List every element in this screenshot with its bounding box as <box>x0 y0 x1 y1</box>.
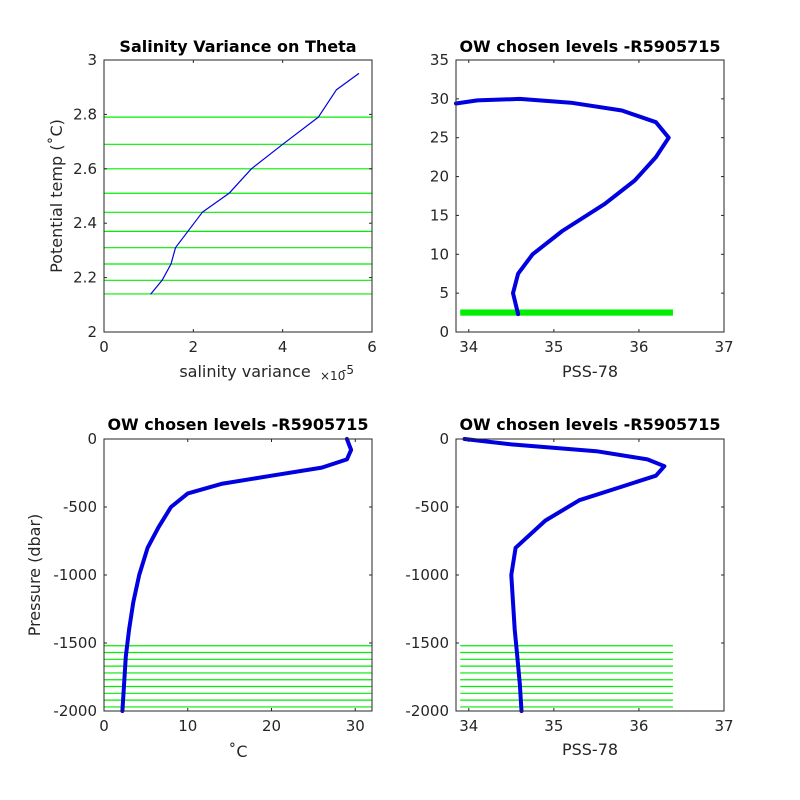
plot-frame <box>103 59 373 333</box>
x-tick-label: 37 <box>714 338 733 356</box>
x-tick-label: 20 <box>262 717 281 735</box>
y-tick-label: 2.8 <box>73 105 97 123</box>
chosen-level-band <box>460 309 673 316</box>
y-tick-label: 2.6 <box>73 160 97 178</box>
y-tick-label: -500 <box>415 498 449 516</box>
chosen-levels <box>460 309 673 316</box>
x-axis-exponent: -5 <box>342 363 354 377</box>
x-tick-label: 2 <box>189 338 199 356</box>
chosen-levels <box>104 116 372 295</box>
y-tick-label: 3 <box>87 51 97 69</box>
x-tick-label: 4 <box>278 338 288 356</box>
panel-salinity-pressure: OW chosen levels -R5905715 34 35 36 37 -2000… <box>405 415 733 759</box>
x-tick-label: 0 <box>99 717 109 735</box>
plot-frame <box>455 438 725 712</box>
data-series <box>150 72 360 295</box>
y-tick-label: 20 <box>430 168 449 186</box>
y-tick-label: 5 <box>439 284 449 302</box>
y-tick-label: 0 <box>439 430 449 448</box>
x-tick-label: 37 <box>714 717 733 735</box>
panel-title: OW chosen levels -R5905715 <box>459 415 720 434</box>
panel-title: OW chosen levels -R5905715 <box>107 415 368 434</box>
y-tick-label: 10 <box>430 245 449 263</box>
y-tick-label: -1000 <box>53 566 97 584</box>
y-tick-label: 2 <box>87 323 97 341</box>
y-axis-label: Potential temp (˚C) <box>47 119 66 273</box>
x-axis-multiplier: ×10 <box>320 369 345 383</box>
panel-temperature-pressure: OW chosen levels -R5905715 0 10 20 30 -2000 -… <box>25 415 373 761</box>
x-tick-label: 30 <box>346 717 365 735</box>
x-axis-label: PSS-78 <box>562 740 618 759</box>
x-axis-label: salinity variance <box>179 362 310 381</box>
panel-title: OW chosen levels -R5905715 <box>459 37 720 56</box>
chosen-levels <box>104 645 372 708</box>
panel-salinity-variance: Salinity Variance on Theta 0 2 4 622.22.42.… <box>47 37 377 383</box>
profile-line <box>150 72 360 295</box>
y-tick-label: 25 <box>430 129 449 147</box>
x-axis-label: PSS-78 <box>562 362 618 381</box>
x-tick-label: 36 <box>629 338 648 356</box>
data-series <box>462 437 667 713</box>
y-axis-label: Pressure (dbar) <box>25 514 44 637</box>
y-tick-label: -1000 <box>405 566 449 584</box>
y-tick-label: 2.2 <box>73 269 97 287</box>
y-tick-label: 2.4 <box>73 214 97 232</box>
chosen-levels <box>460 645 673 708</box>
y-tick-label: -1500 <box>53 634 97 652</box>
x-tick-label: 35 <box>544 717 563 735</box>
x-tick-label: 36 <box>629 717 648 735</box>
tick-labels: 34 35 36 37 0 5 10 15 20 25 30 35 <box>430 51 734 356</box>
y-tick-label: 30 <box>430 90 449 108</box>
y-tick-label: -1500 <box>405 634 449 652</box>
y-tick-label: -2000 <box>405 702 449 720</box>
x-tick-label: 10 <box>178 717 197 735</box>
data-series <box>454 96 671 317</box>
x-tick-label: 35 <box>544 338 563 356</box>
x-tick-label: 34 <box>459 338 478 356</box>
y-tick-label: 35 <box>430 51 449 69</box>
y-tick-label: 0 <box>439 323 449 341</box>
x-axis-label: ˚C <box>228 742 247 761</box>
tick-labels: 0 10 20 30 -2000 -1500 -1000 -500 0 <box>53 430 372 735</box>
profile-line <box>462 437 667 713</box>
x-tick-label: 6 <box>367 338 377 356</box>
profile-line <box>120 437 354 713</box>
data-series <box>120 437 354 713</box>
profile-line <box>454 96 671 317</box>
y-tick-label: -500 <box>63 498 97 516</box>
y-tick-label: -2000 <box>53 702 97 720</box>
tick-labels: 0 2 4 622.22.42.62.83 <box>73 51 377 356</box>
x-tick-label: 0 <box>99 338 109 356</box>
panel-title: Salinity Variance on Theta <box>119 37 356 56</box>
tick-labels: 34 35 36 37 -2000 -1500 -1000 -500 0 <box>405 430 733 735</box>
x-tick-label: 34 <box>459 717 478 735</box>
plot-frame <box>455 59 725 333</box>
y-tick-label: 0 <box>87 430 97 448</box>
panel-salinity-theta: OW chosen levels -R5905715 34 35 36 37 0 5 10 1… <box>430 37 734 381</box>
y-tick-label: 15 <box>430 206 449 224</box>
